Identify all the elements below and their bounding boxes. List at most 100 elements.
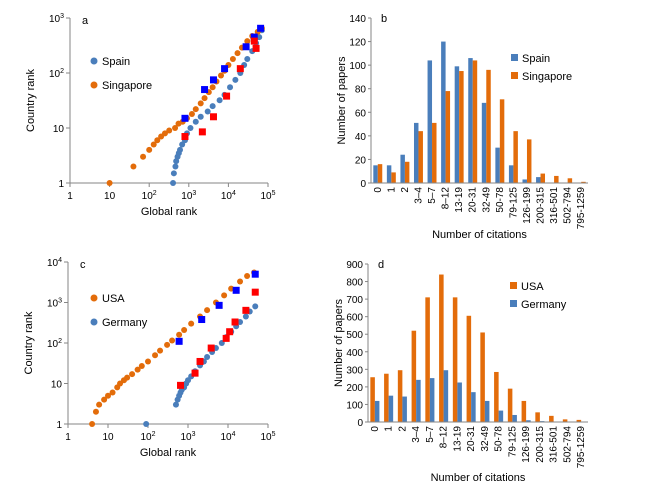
y-tick-label: 100: [349, 61, 366, 72]
bar: [386, 165, 392, 183]
data-point: [154, 137, 161, 144]
bar: [454, 66, 460, 183]
bar: [441, 41, 446, 184]
data-point: [169, 337, 176, 344]
data-point: [201, 95, 208, 102]
bar: [526, 139, 532, 183]
x-tick-label: 102: [142, 190, 157, 202]
y-tick-label: 10: [51, 380, 63, 391]
y-tick-label: 500: [346, 330, 363, 341]
data-point: [146, 146, 153, 153]
bar: [484, 400, 490, 422]
data-point: [252, 303, 259, 310]
bar: [370, 377, 375, 422]
bar: [377, 164, 383, 183]
data-point: [177, 146, 184, 153]
bar: [388, 395, 394, 422]
legend-label: USA: [102, 293, 125, 305]
bar: [521, 400, 527, 422]
panel-label: c: [80, 259, 86, 271]
bar: [581, 181, 586, 183]
y-tick-label: 700: [346, 295, 363, 306]
data-point: [161, 130, 168, 137]
data-point: [172, 401, 179, 408]
bar: [457, 382, 462, 422]
y-tick-label: 80: [355, 85, 367, 96]
highlight-marker: [175, 337, 183, 345]
data-point: [92, 408, 99, 415]
highlight-marker: [181, 133, 189, 141]
legend-label: Spain: [102, 56, 130, 68]
bar: [507, 388, 513, 422]
x-tick-label: 103: [181, 190, 196, 202]
bar: [540, 173, 546, 183]
legend-swatch: [511, 54, 518, 61]
y-tick-label: 1: [56, 420, 62, 431]
legend-label: Germany: [102, 317, 148, 329]
x-tick-label: 32-49: [481, 187, 492, 213]
y-tick-label: 103: [47, 298, 62, 310]
bar: [397, 370, 403, 422]
highlight-marker: [196, 357, 204, 365]
x-tick-label: 10: [104, 191, 116, 202]
bar: [567, 178, 573, 183]
data-point: [217, 72, 224, 79]
bar: [495, 147, 500, 183]
y-tick-label: 800: [346, 278, 363, 289]
bar: [416, 379, 421, 422]
highlight-marker: [191, 369, 199, 377]
bar: [402, 396, 407, 422]
highlight-marker: [242, 306, 250, 314]
data-point: [129, 371, 136, 378]
highlight-marker: [177, 381, 185, 389]
data-point: [244, 273, 251, 280]
highlight-marker: [257, 24, 265, 32]
x-tick-label: 1: [384, 426, 395, 432]
y-axis-title: Country rank: [25, 69, 37, 132]
bar: [429, 378, 435, 422]
x-tick-label: 795-1259: [576, 426, 587, 469]
bar: [384, 373, 389, 422]
x-tick-label: 105: [260, 431, 275, 443]
data-point: [209, 84, 216, 91]
data-point: [170, 180, 177, 186]
highlight-marker: [226, 328, 234, 336]
data-point: [234, 50, 241, 57]
data-point: [181, 326, 188, 333]
highlight-marker: [209, 76, 217, 84]
x-tick-label: 200-315: [536, 187, 547, 224]
bar: [549, 415, 554, 422]
x-tick-label: 10: [102, 432, 114, 443]
panel-label: b: [381, 13, 387, 25]
panel-a-scatter-spain-singapore: 1 10 102 103 104 105 1 10 102 103 Global rank Count…: [25, 13, 276, 218]
data-point: [166, 127, 173, 134]
highlight-marker: [236, 65, 244, 73]
bar: [374, 400, 380, 422]
data-point: [164, 341, 171, 348]
highlight-marker: [231, 318, 239, 326]
bar: [425, 297, 430, 422]
x-tick-label: 0: [370, 426, 381, 432]
x-tick-label: 13-19: [454, 187, 465, 213]
highlight-marker: [221, 65, 229, 73]
y-tick-label: 120: [349, 38, 366, 49]
bar: [445, 91, 451, 183]
bar: [472, 60, 478, 183]
data-point: [172, 163, 179, 170]
panel-label: d: [378, 259, 384, 271]
x-tick-label: 3–4: [411, 426, 422, 443]
data-point: [172, 125, 179, 131]
bar: [536, 177, 541, 183]
data-point: [143, 421, 150, 427]
x-tick-label: 1: [67, 191, 73, 202]
x-tick-label: 105: [260, 190, 275, 202]
highlight-marker: [198, 316, 206, 324]
highlight-marker: [209, 113, 217, 121]
data-point: [204, 354, 211, 361]
y-tick-label: 300: [346, 365, 363, 376]
data-point: [204, 108, 211, 115]
panel-label: a: [82, 15, 89, 27]
x-tick-label: 104: [221, 190, 236, 202]
x-tick-label: 5–7: [427, 187, 438, 204]
